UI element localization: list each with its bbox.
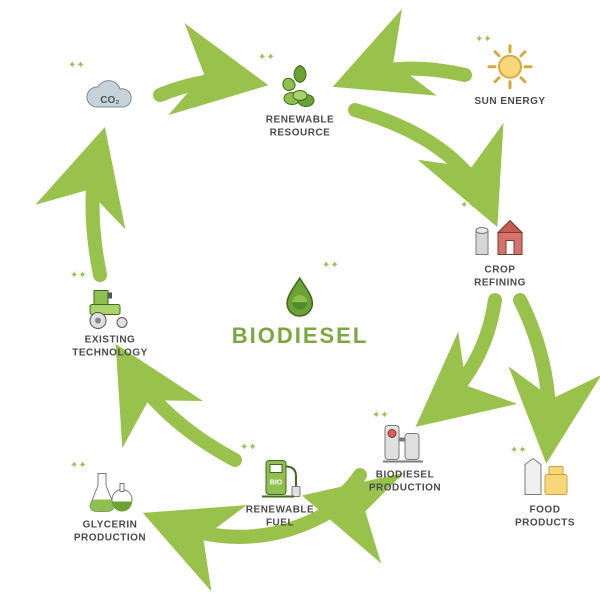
sparkle-icon: ✦✦ [475,34,492,45]
node-renewable-resource: RENEWABLERESOURCE [245,61,355,140]
sparkle-icon: ✦✦ [70,270,87,281]
node-food-products: FOODPRODUCTS [490,451,600,530]
sparkle-icon: ✦✦ [258,52,275,63]
sparkle-icon: ✦✦ [460,200,477,211]
flask-icon [80,466,140,516]
node-label: GLYCERINPRODUCTION [74,520,146,545]
sparkle-icon: ✦✦ [70,460,87,471]
node-label: RENEWABLERESOURCE [266,115,334,140]
food-icon [515,451,575,501]
node-label: CROPREFINING [474,265,526,290]
node-label: BIODIESELPRODUCTION [369,470,441,495]
sun-icon [480,42,540,92]
node-sun-energy: SUN ENERGY [455,42,565,109]
node-label: RENEWABLEFUEL [246,505,314,530]
node-renewable-fuel: BIO RENEWABLEFUEL [225,451,335,530]
node-label: FOODPRODUCTS [515,505,575,530]
node-crop-refining: CROPREFINING [445,211,555,290]
node-co2: CO₂ CO₂ [55,73,165,127]
refinery-icon [375,416,435,466]
node-label: SUN ENERGY [474,96,545,109]
sparkle-icon: ✦✦ [372,410,389,421]
node-biodiesel-production: BIODIESELPRODUCTION [350,416,460,495]
node-existing-technology: EXISTINGTECHNOLOGY [55,281,165,360]
svg-text:CO₂: CO₂ [100,95,119,106]
tractor-icon [80,281,140,331]
sparkle-icon: ✦✦ [240,442,257,453]
node-label: EXISTINGTECHNOLOGY [72,335,148,360]
plant-icon [270,61,330,111]
barn-icon [470,211,530,261]
diagram-title: BIODIESEL [232,323,369,349]
sparkle-icon: ✦✦ [322,260,339,271]
co2-cloud-icon: CO₂ [80,73,140,123]
svg-text:BIO: BIO [270,480,283,487]
sparkle-icon: ✦✦ [68,60,85,71]
sparkle-icon: ✦✦ [510,445,527,456]
fuel-pump-icon: BIO [250,451,310,501]
center-title-block: BIODIESEL [232,275,369,349]
diagram-canvas: BIODIESEL RENEWABLERESOURCE [0,0,600,600]
node-glycerin-production: GLYCERINPRODUCTION [55,466,165,545]
biodiesel-drop-icon [279,275,321,317]
